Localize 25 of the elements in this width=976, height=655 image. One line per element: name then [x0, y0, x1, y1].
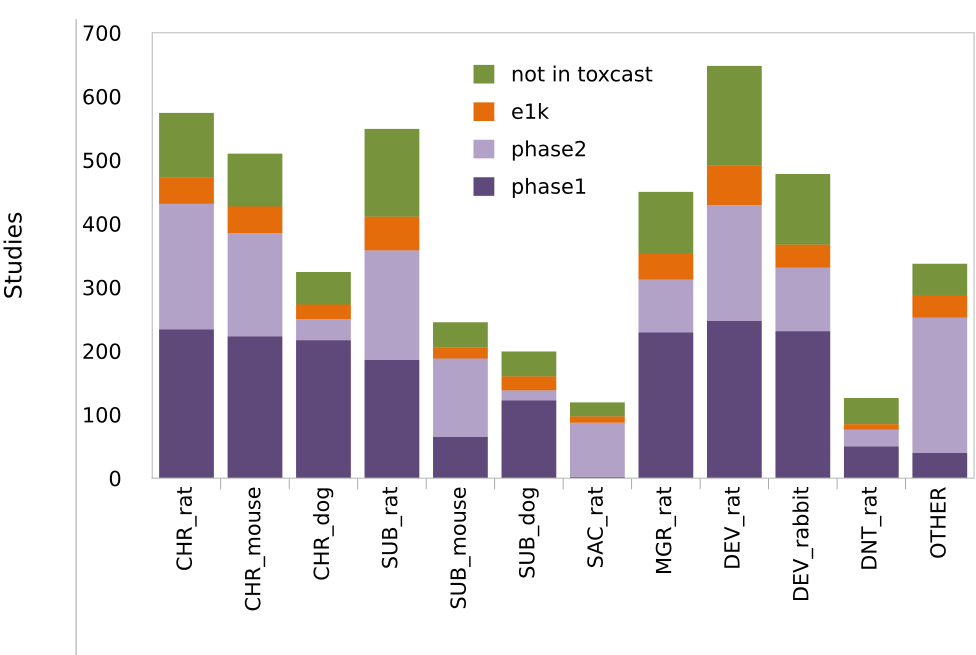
x-tick-label: DNT_rat — [861, 486, 882, 569]
y-tick-label: 500 — [84, 152, 120, 168]
legend-label: phase1 — [512, 178, 586, 198]
x-tick-label: DEV_rat — [724, 486, 744, 568]
x-tick-label: DEV_rabbit — [792, 486, 814, 600]
y-tick-label: 0 — [110, 470, 120, 486]
y-tick-label: 600 — [83, 88, 120, 105]
x-tick-label: CHR_mouse — [244, 488, 266, 610]
legend-label: not in toxcast — [512, 65, 652, 82]
x-tick-label: SUB_dog — [518, 488, 540, 578]
x-tick-label: SUB_mouse — [450, 488, 471, 608]
x-tick-label: CHR_rat — [176, 486, 197, 570]
x-tick-label: SAC_rat — [587, 486, 608, 568]
y-tick-label: 400 — [82, 216, 120, 232]
legend-label: e1k — [512, 102, 550, 120]
x-tick-label: OTHER — [930, 487, 946, 558]
legend-label: phase2 — [512, 140, 586, 161]
x-tick-label: SUB_rat — [382, 486, 402, 568]
x-tick-label: MGR_rat — [656, 486, 676, 573]
x-tick-label: CHR_dog — [313, 488, 334, 580]
y-tick-label: 300 — [84, 280, 120, 296]
y-tick-label: 100 — [84, 406, 120, 423]
y-axis-title: Studies — [4, 212, 22, 298]
y-tick-label: 700 — [84, 25, 120, 41]
y-tick-label: 200 — [83, 343, 120, 360]
